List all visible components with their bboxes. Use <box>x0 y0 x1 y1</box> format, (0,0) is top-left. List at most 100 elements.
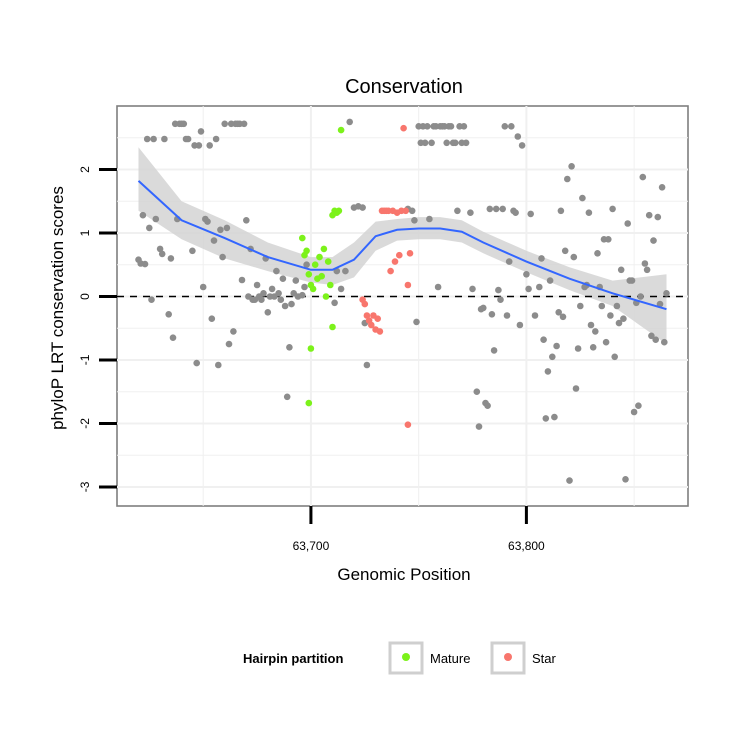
data-point-other <box>180 120 188 128</box>
data-point-star <box>361 300 369 308</box>
data-point-other <box>503 312 511 319</box>
y-tick-label: 1 <box>78 229 92 236</box>
data-point-other <box>161 135 168 143</box>
data-point-other <box>195 142 203 149</box>
data-point-other <box>240 120 248 128</box>
y-tick-label: -2 <box>78 418 92 429</box>
plot-panel <box>116 105 689 507</box>
data-point-other <box>210 237 218 244</box>
data-point-other <box>628 277 636 284</box>
data-point-other <box>525 285 532 293</box>
data-point-other <box>540 336 547 344</box>
data-point-other <box>152 215 160 223</box>
data-point-other <box>624 220 631 227</box>
data-point-mature <box>309 285 317 293</box>
data-point-other <box>292 277 300 284</box>
data-point-other <box>411 217 418 224</box>
data-point-other <box>288 300 295 308</box>
data-point-other <box>615 319 623 327</box>
y-axis-label: phyloP LRT conservation scores <box>48 186 67 430</box>
data-point-other <box>551 413 558 421</box>
data-point-other <box>206 142 213 149</box>
data-point-other <box>219 253 226 261</box>
data-point-other <box>564 175 571 183</box>
data-point-other <box>281 302 289 310</box>
data-point-other <box>260 290 267 297</box>
data-point-other <box>589 344 597 351</box>
data-point-other <box>279 275 287 283</box>
data-point-other <box>208 315 216 323</box>
data-point-other <box>492 205 500 213</box>
data-point-mature <box>329 323 336 331</box>
data-point-other <box>611 353 618 361</box>
data-point-other <box>505 258 513 265</box>
chart-title: Conservation <box>345 76 463 98</box>
data-point-star <box>368 321 375 329</box>
data-point-other <box>557 207 565 215</box>
data-point-other <box>363 361 371 369</box>
data-point-star <box>374 315 382 323</box>
data-point-other <box>561 247 569 255</box>
data-point-other <box>460 123 468 130</box>
data-point-other <box>475 423 483 430</box>
data-point-other <box>303 261 310 269</box>
data-point-other <box>531 312 539 319</box>
y-tick-label: -3 <box>78 481 92 492</box>
data-point-other <box>199 283 207 291</box>
data-point-other <box>434 283 442 291</box>
data-point-other <box>426 215 433 223</box>
data-point-other <box>663 290 670 297</box>
data-point-other <box>223 224 231 232</box>
data-point-other <box>225 340 233 348</box>
data-point-other <box>146 224 153 232</box>
data-point-other <box>574 345 582 352</box>
data-point-star <box>391 258 399 265</box>
data-point-star <box>400 124 407 132</box>
data-point-other <box>167 255 175 262</box>
data-point-star <box>396 251 403 259</box>
x-tick-label: 63,800 <box>508 539 545 553</box>
data-point-other <box>568 163 575 170</box>
data-point-other <box>635 402 642 410</box>
data-point-other <box>204 218 211 225</box>
data-point-other <box>299 291 306 299</box>
data-point-other <box>467 209 474 216</box>
data-point-other <box>275 290 282 297</box>
data-point-other <box>148 296 155 304</box>
data-point-other <box>230 328 237 335</box>
data-point-other <box>501 123 509 130</box>
data-point-other <box>497 296 504 304</box>
data-point-other <box>641 260 649 267</box>
data-point-other <box>559 313 567 321</box>
data-point-other <box>454 207 461 215</box>
data-point-other <box>452 139 459 147</box>
data-point-star <box>376 328 384 335</box>
legend-dot-mature <box>402 653 410 661</box>
data-point-star <box>406 250 414 257</box>
data-point-other <box>613 302 621 310</box>
data-point-mature <box>327 281 334 289</box>
data-points <box>135 118 670 484</box>
data-point-other <box>639 173 647 181</box>
y-tick-label: -1 <box>78 354 92 365</box>
data-point-other <box>620 315 627 323</box>
data-point-other <box>538 255 545 262</box>
grid-lines <box>117 106 688 506</box>
data-point-other <box>169 334 177 342</box>
data-point-mature <box>316 253 323 261</box>
data-point-other <box>342 267 349 275</box>
data-point-other <box>617 266 625 274</box>
data-point-other <box>553 342 560 350</box>
legend-dot-star <box>504 653 512 661</box>
data-point-other <box>592 328 599 335</box>
data-point-other <box>301 283 308 291</box>
data-point-other <box>286 344 293 351</box>
data-point-mature <box>337 126 345 134</box>
data-point-other <box>165 311 172 318</box>
data-point-other <box>658 184 666 191</box>
data-point-other <box>607 312 614 319</box>
x-axis-label: Genomic Position <box>337 565 470 584</box>
data-point-other <box>139 211 147 219</box>
data-point-mature <box>318 272 326 280</box>
